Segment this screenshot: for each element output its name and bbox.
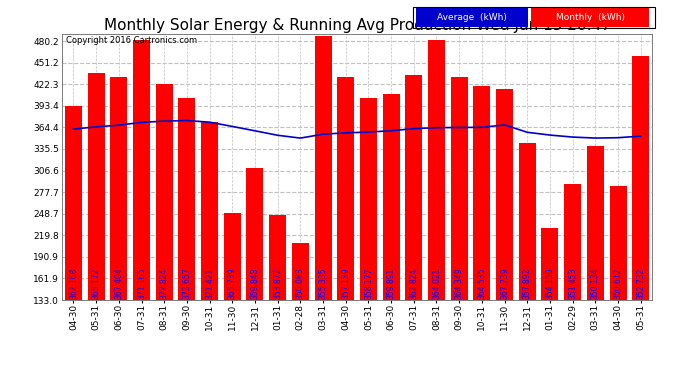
Title: Monthly Solar Energy & Running Avg Production Wed Jun 15 20:47: Monthly Solar Energy & Running Avg Produ… <box>104 18 611 33</box>
Text: 350.083: 350.083 <box>296 268 305 299</box>
Text: Average  (kWh): Average (kWh) <box>437 13 507 22</box>
Text: 367.739: 367.739 <box>500 268 509 299</box>
Bar <box>632 56 649 300</box>
Bar <box>542 228 558 300</box>
Text: 358.177: 358.177 <box>364 268 373 299</box>
Text: 354.150: 354.150 <box>545 268 555 299</box>
Text: 357.139: 357.139 <box>342 268 351 299</box>
Text: 359.848: 359.848 <box>250 268 259 299</box>
Text: 372.824: 372.824 <box>159 268 169 299</box>
FancyBboxPatch shape <box>416 9 528 27</box>
Text: 371.165: 371.165 <box>137 268 146 299</box>
Text: 364.535: 364.535 <box>477 268 486 299</box>
Text: 353.872: 353.872 <box>273 268 282 299</box>
Text: 365.739: 365.739 <box>228 268 237 299</box>
Text: 373.657: 373.657 <box>182 268 191 299</box>
Bar <box>201 122 218 300</box>
Bar <box>405 75 422 300</box>
Bar <box>224 213 241 300</box>
Bar <box>179 98 195 300</box>
Text: Copyright 2016 Cartronics.com: Copyright 2016 Cartronics.com <box>66 36 197 45</box>
Bar <box>246 168 264 300</box>
Text: 365.172: 365.172 <box>92 268 101 299</box>
Text: 364.021: 364.021 <box>432 268 441 299</box>
Bar <box>110 77 128 300</box>
Text: 359.891: 359.891 <box>386 268 395 299</box>
Text: 350.612: 350.612 <box>613 268 622 299</box>
Bar <box>133 40 150 300</box>
Bar <box>88 73 105 300</box>
Bar <box>382 94 400 300</box>
Bar <box>564 184 581 300</box>
Bar <box>315 36 332 300</box>
Bar <box>586 146 604 300</box>
Bar <box>496 89 513 300</box>
Text: 371.421: 371.421 <box>205 268 214 299</box>
Text: 367.404: 367.404 <box>115 268 124 299</box>
Text: 352.732: 352.732 <box>636 268 645 299</box>
Bar <box>156 84 172 300</box>
Text: 350.134: 350.134 <box>591 268 600 299</box>
Text: 362.824: 362.824 <box>409 268 418 299</box>
Bar <box>292 243 309 300</box>
Bar <box>609 186 627 300</box>
Text: 351.453: 351.453 <box>568 268 577 299</box>
Bar <box>337 77 354 300</box>
Text: 362.168: 362.168 <box>69 268 78 299</box>
Bar <box>269 215 286 300</box>
Text: 355.335: 355.335 <box>319 268 328 299</box>
Bar <box>65 106 82 300</box>
Bar <box>451 77 468 300</box>
Text: 357.892: 357.892 <box>523 268 532 299</box>
Bar <box>360 99 377 300</box>
Text: 364.349: 364.349 <box>455 268 464 299</box>
Text: Monthly  (kWh): Monthly (kWh) <box>555 13 624 22</box>
FancyBboxPatch shape <box>531 9 649 27</box>
Bar <box>473 86 491 300</box>
Bar <box>428 40 445 300</box>
Bar <box>519 142 535 300</box>
